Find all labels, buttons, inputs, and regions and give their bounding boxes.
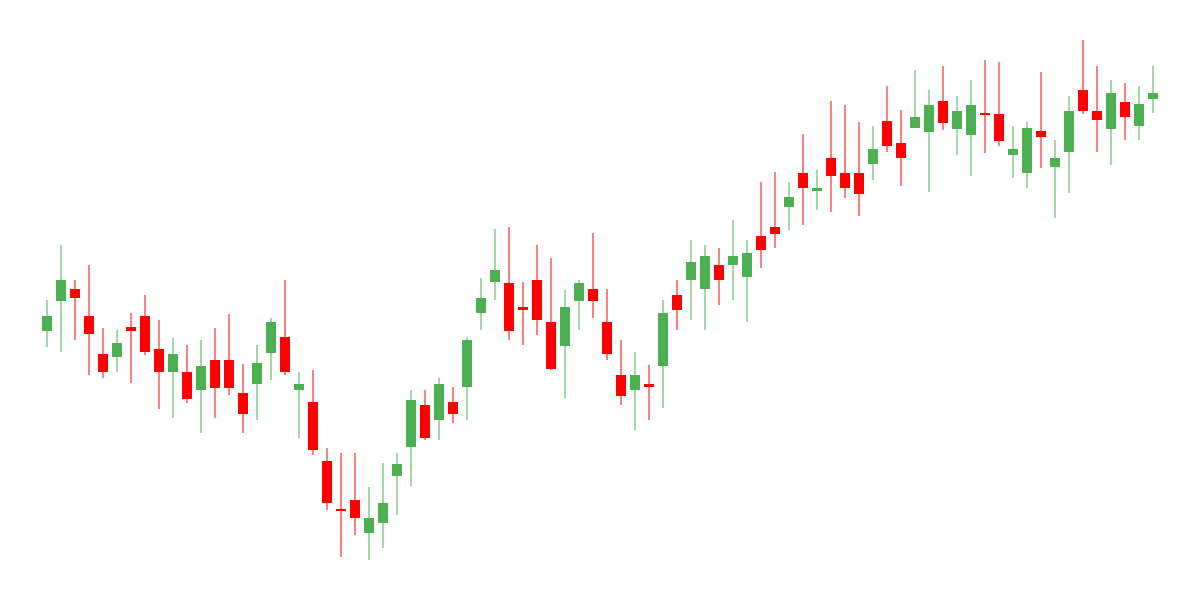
- candle-body: [140, 316, 150, 352]
- candle-body: [966, 105, 976, 135]
- candle-body: [476, 298, 486, 313]
- candle-body: [252, 363, 262, 384]
- candle-body: [924, 105, 934, 132]
- candle-body: [420, 405, 430, 438]
- candle-body: [42, 316, 52, 331]
- candle-body: [98, 354, 108, 372]
- candle-body: [602, 322, 612, 354]
- candle-body: [980, 113, 990, 115]
- candle-body: [532, 280, 542, 320]
- candle-body: [672, 295, 682, 310]
- candle-body: [560, 307, 570, 346]
- candle-body: [546, 322, 556, 369]
- candle-body: [1106, 93, 1116, 129]
- candle-body: [1036, 131, 1046, 137]
- candle-body: [238, 393, 248, 414]
- candle-body: [1148, 93, 1158, 99]
- candle-body: [910, 117, 920, 128]
- candle-body: [700, 256, 710, 289]
- candle-body: [350, 500, 360, 518]
- candle-body: [588, 289, 598, 301]
- candle-body: [294, 384, 304, 390]
- candle-body: [882, 121, 892, 146]
- candle-body: [854, 173, 864, 194]
- candle-body: [70, 289, 80, 298]
- candle-body: [574, 283, 584, 301]
- candle-body: [826, 158, 836, 176]
- candle-body: [126, 327, 136, 331]
- candle-body: [994, 114, 1004, 141]
- candle-body: [504, 283, 514, 331]
- candle-body: [308, 402, 318, 450]
- candle-body: [392, 464, 402, 476]
- candle-body: [1120, 102, 1130, 117]
- candle-body: [196, 366, 206, 390]
- candle-body: [1022, 128, 1032, 173]
- candle-body: [728, 256, 738, 265]
- candle-body: [1008, 149, 1018, 155]
- candle-body: [280, 337, 290, 372]
- candle-body: [462, 340, 472, 387]
- candle-body: [168, 354, 178, 372]
- candle-body: [756, 236, 766, 250]
- candle-body: [154, 349, 164, 372]
- candle-body: [224, 360, 234, 388]
- candle-body: [1092, 111, 1102, 120]
- candle-body: [742, 253, 752, 277]
- candle-body: [364, 518, 374, 533]
- candle-body: [952, 111, 962, 129]
- candle-body: [336, 509, 346, 511]
- candle-body: [658, 313, 668, 366]
- candle-body: [868, 149, 878, 164]
- candle-body: [210, 360, 220, 388]
- candle-body: [644, 384, 654, 387]
- candle-body: [630, 375, 640, 390]
- candle-body: [1134, 104, 1144, 126]
- candle-body: [182, 372, 192, 399]
- candle-body: [490, 270, 500, 282]
- candle-body: [1050, 158, 1060, 167]
- candle-body: [378, 503, 388, 523]
- candle-body: [84, 316, 94, 334]
- candle-body: [1064, 111, 1074, 152]
- candle-body: [798, 173, 808, 188]
- candle-body: [1078, 90, 1088, 111]
- candle-body: [840, 173, 850, 188]
- candle-body: [518, 307, 528, 310]
- candle-body: [616, 375, 626, 396]
- candle-body: [448, 402, 458, 414]
- candle-body: [266, 322, 276, 353]
- candle-body: [812, 188, 822, 191]
- candle-body: [784, 197, 794, 207]
- candle-body: [938, 101, 948, 123]
- candle-body: [686, 262, 696, 280]
- candle-body: [896, 143, 906, 158]
- candle-body: [112, 343, 122, 357]
- candle-body: [770, 227, 780, 234]
- candle-body: [406, 400, 416, 447]
- candle-body: [56, 280, 66, 301]
- candle-body: [714, 265, 724, 280]
- candle-body: [434, 384, 444, 420]
- candle-body: [322, 461, 332, 503]
